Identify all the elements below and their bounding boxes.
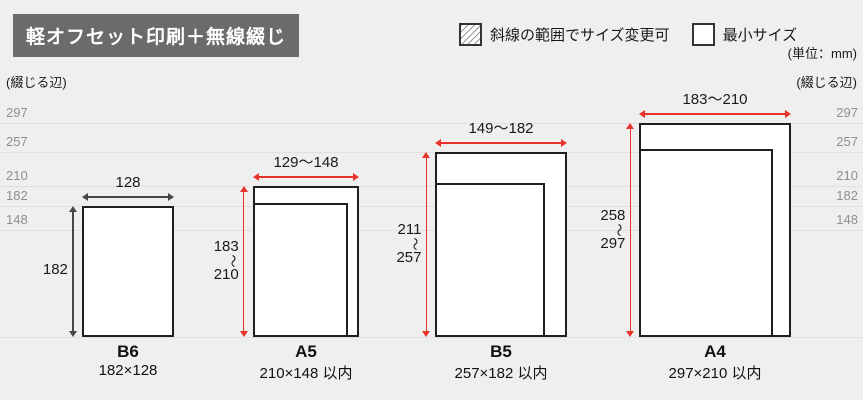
legend-hatch-label: 斜線の範囲でサイズ変更可 (490, 27, 670, 44)
height-range-label: 183 〜 210 (213, 238, 241, 284)
arrow-line (425, 155, 428, 333)
gridline (0, 205, 863, 207)
panel-size-label: 182×128 (98, 362, 158, 379)
arrow-line (439, 142, 563, 144)
axis-tick-left: 257 (6, 133, 28, 149)
gridline (0, 185, 863, 187)
arrow-line (242, 189, 245, 333)
width-range-arrow (639, 110, 791, 119)
axis-tick-right: 297 (836, 105, 858, 121)
axis-tick-left: 148 (6, 212, 28, 228)
width-range-label: 149〜182 (468, 119, 534, 137)
arrow-head-down-icon (626, 330, 635, 337)
min-size-box (435, 183, 545, 337)
height-range-label: 211 〜 257 (396, 221, 423, 267)
binding-edge-label-right: (綴じる辺) (796, 75, 857, 90)
fixed-size-box (81, 205, 175, 337)
unit-note: (単位：mm) (787, 46, 857, 61)
width-range-label: 129〜148 (273, 153, 339, 171)
height-range-arrow (626, 123, 635, 337)
gridline (0, 151, 863, 153)
arrow-head-down-icon (422, 330, 431, 337)
panel-size-label: 257×182 以内 (454, 365, 548, 382)
arrow-head-down-icon (239, 330, 248, 337)
height-range-arrow (239, 185, 248, 337)
arrow-line (256, 176, 356, 178)
resizable-range-box (252, 185, 360, 337)
arrow-head-right-icon (560, 138, 567, 147)
resizable-range-box (639, 123, 791, 337)
arrow-line (629, 127, 632, 333)
height-label: 182 (42, 261, 68, 279)
arrow-head-up-icon (626, 123, 635, 130)
arrow-head-up-icon (422, 151, 431, 158)
arrow-head-down-icon (68, 330, 77, 337)
legend-min-size-label: 最小サイズ (722, 27, 798, 44)
panel-name: A5 (295, 342, 317, 361)
axis-tick-left: 210 (6, 167, 28, 183)
arrow-head-left-icon (435, 138, 442, 147)
arrow-line (85, 196, 171, 198)
width-range-arrow (252, 172, 360, 181)
hatch-swatch-icon (459, 23, 482, 46)
min-size-box (639, 149, 774, 337)
axis-tick-right: 257 (836, 133, 858, 149)
height-range-label: 258 〜 297 (600, 207, 627, 253)
panel-name: A4 (704, 342, 726, 361)
arrow-head-right-icon (353, 172, 360, 181)
width-range-arrow (81, 192, 175, 201)
resizable-range-box (435, 151, 567, 337)
axis-tick-left: 182 (6, 187, 28, 203)
width-range-arrow (435, 138, 567, 147)
height-range-arrow (422, 151, 431, 337)
arrow-head-right-icon (168, 192, 175, 201)
panel-name: B6 (117, 342, 139, 361)
width-range-label: 128 (115, 173, 141, 191)
width-range-label: 183〜210 (682, 91, 748, 109)
height-range-arrow (68, 205, 77, 337)
page-title: 軽オフセット印刷＋無線綴じ (13, 14, 300, 57)
binding-edge-label-left: (綴じる辺) (6, 75, 67, 90)
min-size-swatch-icon (691, 23, 715, 46)
arrow-head-up-icon (68, 205, 77, 212)
axis-tick-right: 210 (836, 167, 858, 183)
arrow-head-left-icon (81, 192, 88, 201)
axis-tick-right: 148 (836, 212, 858, 228)
arrow-line (643, 113, 787, 115)
arrow-head-left-icon (639, 110, 646, 119)
min-size-box (252, 203, 348, 337)
panel-size-label: 210×148 以内 (259, 365, 353, 382)
panel-name: B5 (490, 342, 512, 361)
legend: 斜線の範囲でサイズ変更可 最小サイズ (459, 23, 797, 46)
gridline (0, 230, 863, 232)
gridline (0, 123, 863, 125)
arrow-head-right-icon (784, 110, 791, 119)
arrow-head-up-icon (239, 185, 248, 192)
baseline (0, 337, 863, 338)
panel-size-label: 297×210 以内 (668, 365, 762, 382)
arrow-line (72, 209, 74, 333)
arrow-head-left-icon (252, 172, 259, 181)
axis-tick-left: 297 (6, 105, 28, 121)
axis-tick-right: 182 (836, 187, 858, 203)
